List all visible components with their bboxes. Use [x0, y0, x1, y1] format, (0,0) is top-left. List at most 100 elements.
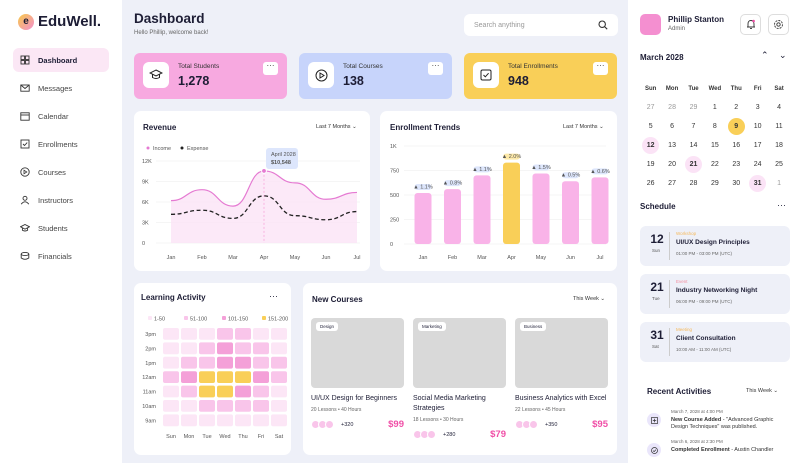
calendar-day[interactable]: 9 — [726, 118, 747, 135]
calendar-day[interactable]: 8 — [704, 118, 725, 135]
calendar-day[interactable]: 5 — [640, 118, 661, 135]
calendar-day[interactable]: 1 — [768, 175, 789, 192]
courses-period-dropdown[interactable]: This Week ⌄ — [573, 296, 605, 302]
schedule-item[interactable]: 31 Sat Meeting Client Consultation 10:00 AM … — [640, 322, 790, 362]
bar — [562, 181, 579, 244]
weekday-label: Tue — [688, 85, 699, 92]
course-card[interactable]: Marketing Social Media Marketing Strategi… — [413, 318, 506, 441]
stat-card-students[interactable]: Total Students 1,278 ··· — [134, 53, 287, 99]
calendar-day[interactable]: 7 — [683, 118, 704, 135]
bar-label-pill — [473, 166, 491, 173]
calendar-day[interactable]: 16 — [726, 137, 747, 154]
course-thumbnail[interactable]: Design — [311, 318, 404, 388]
legend-label: 1-50 — [154, 317, 165, 323]
calendar-day[interactable]: 23 — [726, 156, 747, 173]
x-tick-label: Feb — [448, 255, 457, 261]
more-button[interactable]: ··· — [593, 62, 608, 75]
sidebar-item-calendar[interactable]: Calendar — [13, 104, 109, 128]
calendar-day[interactable]: 28 — [683, 175, 704, 192]
enrollment-period-dropdown[interactable]: Last 7 Months ⌄ — [563, 124, 604, 130]
heatmap-cell — [163, 356, 179, 369]
course-name[interactable]: Social Media Marketing Strategies — [413, 395, 486, 412]
search-icon[interactable] — [598, 20, 608, 30]
sidebar-item-label: Messages — [38, 83, 73, 93]
prev-month-button[interactable]: ⌃ — [761, 50, 769, 60]
more-button[interactable]: ··· — [428, 62, 443, 75]
more-button[interactable]: ··· — [269, 291, 278, 301]
stat-label: Total Enrollments — [508, 63, 558, 70]
heatmap-cell — [271, 371, 287, 383]
course-thumbnail[interactable]: Business — [515, 318, 608, 388]
stat-card-enrollments[interactable]: Total Enrollments 948 ··· — [464, 53, 617, 99]
course-thumbnail[interactable]: Marketing — [413, 318, 506, 388]
sidebar-item-courses[interactable]: Courses — [13, 160, 109, 184]
course-card[interactable]: Design UI/UX Design for Beginners 20 Lesso… — [311, 318, 404, 431]
calendar-day[interactable]: 2 — [726, 99, 747, 116]
calendar-day[interactable]: 19 — [640, 156, 661, 173]
sidebar-item-enrollments[interactable]: Enrollments — [13, 132, 109, 156]
calendar-day[interactable]: 14 — [683, 137, 704, 154]
calendar-day[interactable]: 31 — [747, 175, 768, 192]
next-month-button[interactable]: ⌄ — [779, 50, 787, 60]
notification-button[interactable] — [740, 14, 761, 35]
calendar-day[interactable]: 26 — [640, 175, 661, 192]
calendar-day[interactable]: 28 — [661, 99, 682, 116]
sidebar-item-dashboard[interactable]: Dashboard — [13, 48, 109, 72]
calendar-day[interactable]: 30 — [726, 175, 747, 192]
calendar-day[interactable]: 17 — [747, 137, 768, 154]
sidebar-item-students[interactable]: Students — [13, 216, 109, 240]
schedule-item[interactable]: 21 Tue Event Industry Networking Night 06:00… — [640, 274, 790, 314]
calendar-day[interactable]: 3 — [747, 99, 768, 116]
calendar-day-number: 27 — [668, 180, 676, 187]
course-name[interactable]: UI/UX Design for Beginners — [311, 395, 397, 402]
sidebar-item-label: Students — [38, 223, 68, 233]
stat-card-courses[interactable]: Total Courses 138 ··· — [299, 53, 452, 99]
search-input[interactable]: Search anything — [464, 14, 618, 36]
calendar-day[interactable]: 24 — [747, 156, 768, 173]
y-tick-label: 6K — [142, 200, 149, 206]
calendar-day[interactable]: 18 — [768, 137, 789, 154]
sidebar-item-instructors[interactable]: Instructors — [13, 188, 109, 212]
schedule-item[interactable]: 12 Sun Workshop UI/UX Design Principles 01:0… — [640, 226, 790, 266]
activity-time: March 6, 2028 at 2:30 PM — [671, 439, 723, 444]
sidebar-item-financials[interactable]: Financials — [13, 244, 109, 268]
calendar-day[interactable]: 29 — [704, 175, 725, 192]
more-button[interactable]: ··· — [777, 200, 786, 210]
bar-label: ▲ 1.1% — [413, 184, 433, 190]
x-tick-label: Feb — [197, 255, 206, 261]
calendar-day[interactable]: 25 — [768, 156, 789, 173]
course-name[interactable]: Business Analytics with Excel — [515, 395, 607, 402]
course-footer: +320 $99 — [311, 417, 404, 431]
calendar-day[interactable]: 11 — [768, 118, 789, 135]
calendar-day[interactable]: 12 — [640, 137, 661, 154]
settings-button[interactable] — [768, 14, 789, 35]
heatmap-cell — [163, 414, 179, 427]
x-tick-label: Jun — [322, 255, 331, 261]
calendar-day[interactable]: 27 — [640, 99, 661, 116]
schedule-type: Meeting — [676, 327, 693, 332]
calendar-day[interactable]: 10 — [747, 118, 768, 135]
calendar-day-number: 27 — [646, 104, 655, 111]
x-tick-label: Mar — [477, 255, 487, 261]
calendar-day[interactable]: 6 — [661, 118, 682, 135]
logo[interactable]: e EduWell. — [18, 13, 101, 30]
calendar-day[interactable]: 13 — [661, 137, 682, 154]
revenue-period-dropdown[interactable]: Last 7 Months ⌄ — [316, 124, 357, 130]
calendar-day[interactable]: 27 — [661, 175, 682, 192]
legend-label: 51-100 — [190, 317, 207, 323]
dropdown-label: This Week — [573, 296, 599, 302]
calendar-day[interactable]: 29 — [683, 99, 704, 116]
dropdown-label: Last 7 Months — [316, 124, 351, 130]
avatar[interactable] — [640, 14, 661, 35]
calendar-day[interactable]: 15 — [704, 137, 725, 154]
calendar-day[interactable]: 22 — [704, 156, 725, 173]
course-card[interactable]: Business Business Analytics with Excel 22 … — [515, 318, 608, 431]
activities-period-dropdown[interactable]: This Week ⌄ — [746, 388, 778, 394]
more-button[interactable]: ··· — [263, 62, 278, 75]
calendar-day[interactable]: 4 — [768, 99, 789, 116]
col-label: Fri — [258, 434, 264, 440]
calendar-day[interactable]: 1 — [704, 99, 725, 116]
calendar-day[interactable]: 20 — [661, 156, 682, 173]
sidebar-item-messages[interactable]: Messages — [13, 76, 109, 100]
calendar-day[interactable]: 21 — [683, 156, 704, 173]
